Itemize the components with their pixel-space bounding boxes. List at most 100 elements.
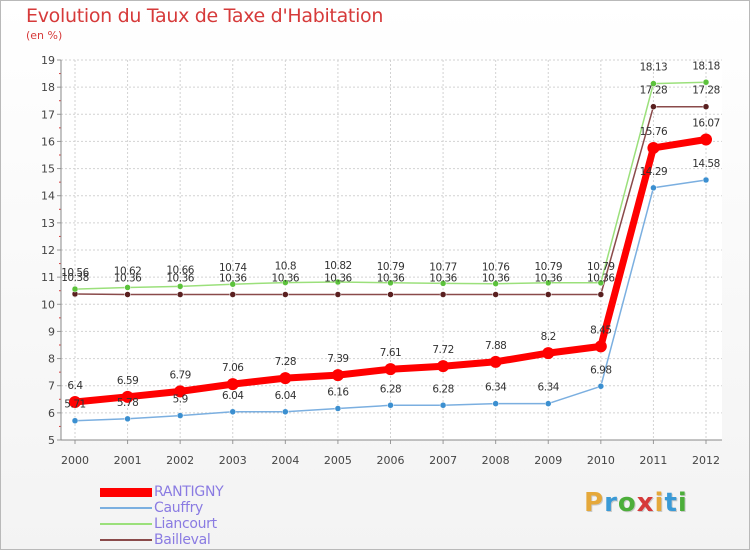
- point-rantigny: [174, 385, 187, 398]
- data-label-bailleval: 10.36: [482, 273, 510, 285]
- proxiti-logo: Proxiti: [584, 488, 688, 518]
- data-label-bailleval: 10.36: [534, 273, 562, 285]
- point-liancourt: [176, 283, 184, 290]
- data-label-liancourt: 10.66: [166, 264, 194, 276]
- data-label-rantigny: 7.88: [485, 340, 506, 352]
- point-bailleval: [650, 103, 657, 110]
- x-tick-label: 2005: [324, 454, 352, 467]
- legend-item-cauffry: Cauffry: [100, 500, 300, 516]
- x-tick-label: 2002: [166, 454, 194, 467]
- series-lines: [69, 79, 712, 424]
- data-label-cauffry: 6.28: [380, 383, 401, 395]
- point-cauffry: [387, 402, 394, 409]
- data-label-bailleval: 10.36: [324, 273, 352, 285]
- data-label-bailleval: 10.36: [377, 273, 405, 285]
- data-label-liancourt: 10.79: [587, 261, 615, 273]
- point-liancourt: [702, 79, 710, 86]
- data-label-cauffry: 6.34: [538, 382, 560, 394]
- plot-area: [61, 60, 722, 440]
- point-rantigny: [331, 369, 344, 382]
- data-label-liancourt: 18.18: [692, 60, 720, 72]
- data-label-liancourt: 18.13: [640, 62, 668, 74]
- legend-label: Bailleval: [154, 532, 211, 548]
- data-label-rantigny: 6.4: [67, 380, 83, 392]
- data-label-bailleval: 10.36: [219, 273, 247, 285]
- data-label-cauffry: 5.78: [117, 397, 138, 409]
- data-label-bailleval: 17.28: [692, 85, 720, 97]
- y-tick-label: 13: [41, 217, 55, 230]
- x-tick-label: 2011: [639, 454, 667, 467]
- data-label-cauffry: 14.29: [640, 166, 668, 178]
- data-label-liancourt: 10.8: [275, 261, 296, 273]
- point-liancourt: [439, 280, 447, 287]
- point-bailleval: [229, 291, 236, 298]
- legend: RANTIGNY Cauffry Liancourt Bailleval: [100, 484, 300, 548]
- point-rantigny: [437, 360, 450, 373]
- chart-subtitle: (en %): [26, 29, 63, 42]
- point-cauffry: [597, 383, 605, 390]
- y-tick-label: 12: [41, 244, 55, 257]
- point-bailleval: [176, 291, 184, 298]
- point-bailleval: [439, 291, 447, 298]
- data-label-cauffry: 6.34: [485, 382, 507, 394]
- data-label-cauffry: 14.58: [692, 158, 720, 170]
- y-tick-label: 17: [41, 108, 55, 121]
- x-tick-label: 2010: [587, 454, 615, 467]
- data-label-rantigny: 8.45: [590, 324, 611, 336]
- y-tick-label: 7: [48, 380, 55, 393]
- data-label-cauffry: 6.98: [590, 364, 611, 376]
- point-cauffry: [229, 408, 236, 416]
- data-label-rantigny: 8.2: [541, 331, 556, 343]
- data-label-rantigny: 7.28: [275, 356, 296, 368]
- y-tick-label: 14: [41, 190, 55, 203]
- point-liancourt: [650, 80, 657, 87]
- point-rantigny: [647, 141, 660, 154]
- point-rantigny: [384, 363, 397, 376]
- point-liancourt: [545, 279, 552, 287]
- point-rantigny: [594, 340, 607, 353]
- point-rantigny: [121, 390, 134, 403]
- data-label-bailleval: 10.36: [587, 273, 615, 285]
- point-liancourt: [229, 280, 236, 288]
- x-tick-label: 2004: [271, 454, 299, 467]
- y-tick-label: 5: [48, 434, 55, 447]
- point-rantigny: [279, 372, 292, 385]
- point-liancourt: [597, 279, 605, 287]
- point-liancourt: [124, 284, 131, 291]
- x-tick-label: 2012: [692, 454, 720, 467]
- y-tick-label: 8: [48, 353, 55, 366]
- legend-label: RANTIGNY: [154, 484, 224, 500]
- data-label-bailleval: 10.36: [114, 273, 142, 285]
- point-rantigny: [489, 355, 502, 368]
- legend-label: Cauffry: [154, 500, 204, 516]
- point-bailleval: [492, 291, 499, 298]
- data-label-rantigny: 7.39: [327, 353, 348, 365]
- data-label-rantigny: 7.06: [222, 362, 244, 374]
- data-label-rantigny: 6.79: [169, 369, 190, 381]
- point-rantigny: [226, 378, 239, 391]
- y-tick-label: 16: [41, 135, 55, 148]
- data-label-rantigny: 15.76: [640, 126, 668, 138]
- point-bailleval: [702, 103, 710, 110]
- point-rantigny: [69, 396, 81, 408]
- data-label-liancourt: 10.82: [324, 260, 352, 272]
- point-bailleval: [282, 291, 289, 298]
- point-bailleval: [387, 291, 394, 298]
- data-labels: 6.4 6.59 6.79 7.06 7.28 7.39 7.61 7.72 7.88 8.2 8.…: [61, 60, 720, 410]
- point-bailleval: [124, 291, 131, 298]
- y-tick-label: 6: [48, 407, 55, 420]
- legend-swatch: [100, 523, 152, 525]
- point-cauffry: [492, 400, 499, 407]
- legend-swatch: [100, 487, 152, 497]
- legend-swatch: [100, 507, 152, 509]
- point-cauffry: [702, 176, 710, 184]
- data-label-cauffry: 6.04: [222, 390, 244, 402]
- data-label-liancourt: 10.79: [534, 261, 562, 273]
- y-tick-label: 15: [41, 163, 55, 176]
- data-label-rantigny: 6.59: [117, 375, 138, 387]
- data-label-cauffry: 5.9: [173, 394, 188, 406]
- point-cauffry: [176, 412, 184, 419]
- point-cauffry: [334, 405, 342, 412]
- y-tick-label: 18: [41, 81, 55, 94]
